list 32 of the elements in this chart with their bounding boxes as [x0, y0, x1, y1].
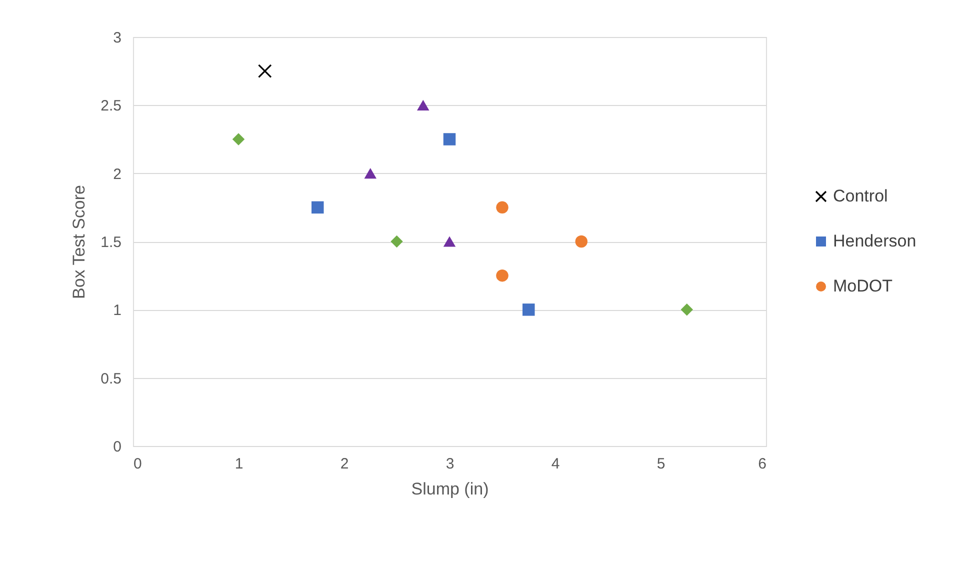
point: [417, 100, 430, 110]
y-tick-label: 1: [113, 302, 122, 320]
y-tick-label: 3: [113, 30, 122, 46]
x-tick-label: 1: [234, 456, 244, 472]
x-tick-label: 3: [446, 456, 454, 472]
y-tick-label: 2: [113, 166, 122, 183]
point: [522, 304, 535, 316]
point: [443, 236, 456, 247]
x-tick-label: 4: [551, 456, 560, 472]
x-tick-label: 0: [134, 456, 142, 472]
y-tick-label: 2.5: [100, 98, 122, 115]
x-tick-label: 5: [656, 456, 666, 472]
x-tick-label: 2: [340, 456, 349, 472]
point: [390, 235, 403, 248]
legend-label: Henderson: [833, 232, 916, 250]
point: [443, 133, 456, 146]
x-axis-title: Slump (in): [411, 480, 489, 498]
point: [364, 168, 376, 179]
x-tick-label: 6: [758, 456, 766, 472]
y-tick-label: 0: [113, 438, 122, 456]
point: [680, 304, 693, 316]
point: [496, 201, 508, 214]
point: [575, 235, 588, 248]
y-tick-label: 0.5: [100, 370, 122, 388]
point: [312, 201, 324, 214]
point: [258, 64, 272, 78]
y-axis-title: Box Test Score: [70, 184, 89, 300]
y-tick-label: 1.5: [100, 234, 122, 251]
point: [232, 133, 245, 146]
legend-label: Control: [833, 186, 888, 206]
point: [496, 269, 508, 282]
legend-label: MoDOT: [833, 276, 892, 296]
